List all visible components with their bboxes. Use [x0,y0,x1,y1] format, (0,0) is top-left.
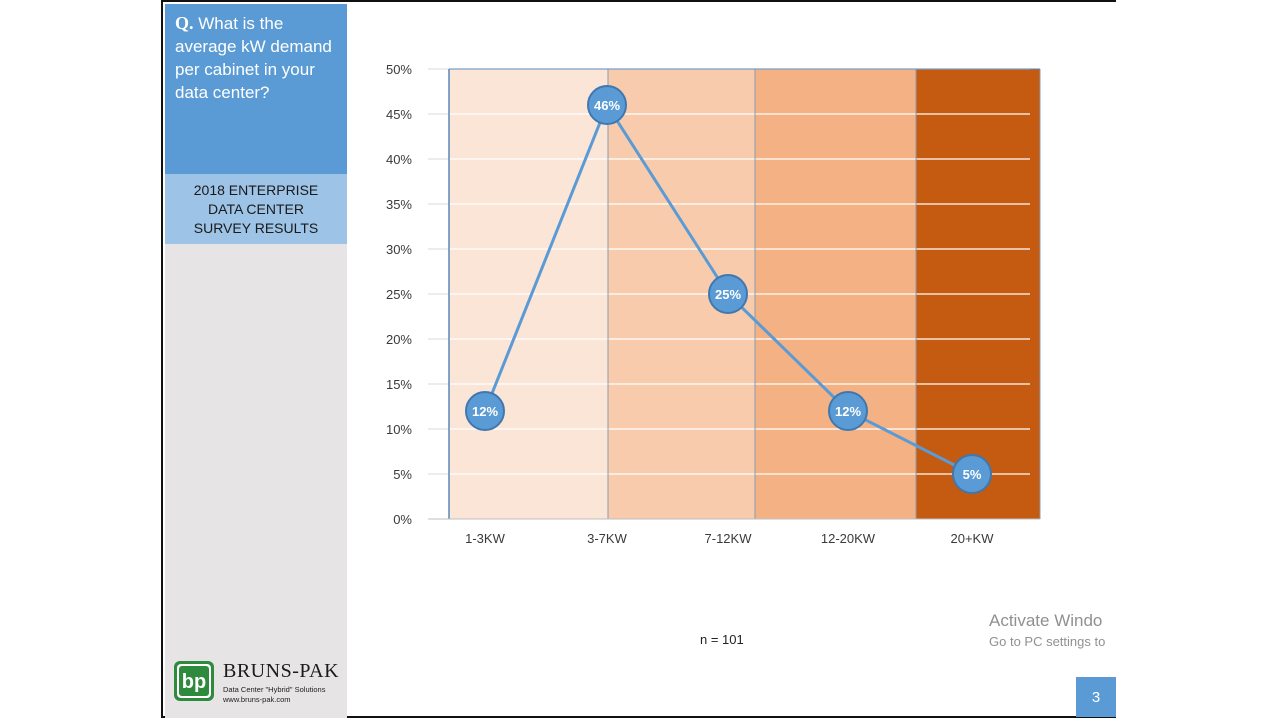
kw-demand-chart: 0% 5% 10% 15% 20% 25% 30% 35% 40% 45% 50% 1-3KW 3-7K… [370,50,1070,560]
y-tick-label: 15% [386,377,412,392]
x-tick-label: 3-7KW [587,531,627,546]
x-tick-label: 7-12KW [705,531,753,546]
data-label: 25% [715,287,741,302]
logo-tagline: Data Center "Hybrid" Solutions [223,685,326,694]
x-tick-label: 12-20KW [821,531,876,546]
question-body: What is the average kW demand per cabine… [175,14,332,102]
page-number: 3 [1076,677,1116,717]
data-point [828,391,868,431]
data-label: 46% [594,98,620,113]
data-point [952,454,992,494]
logo-name: BRUNS-PAK [223,660,340,682]
bp-logo-icon: bp [174,661,214,701]
y-tick-label: 20% [386,332,412,347]
y-tick-label: 10% [386,422,412,437]
y-tick-label: 50% [386,62,412,77]
chart-svg: 0% 5% 10% 15% 20% 25% 30% 35% 40% 45% 50% 1-3KW 3-7K… [386,62,1041,546]
sample-size-label: n = 101 [700,632,744,647]
question-prefix: Q. [175,13,194,33]
y-tick-label: 0% [393,512,412,527]
logo-initials: bp [182,671,206,693]
data-label: 12% [472,404,498,419]
sidebar: Q. What is the average kW demand per cab… [165,4,347,718]
y-tick-label: 35% [386,197,412,212]
y-tick-label: 5% [393,467,412,482]
y-tick-label: 40% [386,152,412,167]
activate-windows-subtitle: Go to PC settings to [989,634,1106,649]
logo-url: www.bruns-pak.com [223,695,291,704]
data-point [587,85,627,125]
y-tick-label: 30% [386,242,412,257]
data-label: 5% [963,467,982,482]
y-tick-label: 25% [386,287,412,302]
question-box: Q. What is the average kW demand per cab… [165,4,347,174]
question-text: Q. What is the average kW demand per cab… [175,12,343,104]
x-tick-label: 1-3KW [465,531,505,546]
y-tick-label: 45% [386,107,412,122]
data-label: 12% [835,404,861,419]
survey-label-box: 2018 ENTERPRISE DATA CENTER SURVEY RESUL… [165,174,347,244]
bruns-pak-logo: bp BRUNS-PAK Data Center "Hybrid" Soluti… [173,660,343,710]
activate-windows-title: Activate Windo [989,611,1103,630]
x-tick-label: 20+KW [951,531,995,546]
survey-label: 2018 ENTERPRISE DATA CENTER SURVEY RESUL… [193,181,319,236]
data-point [708,274,748,314]
data-point [465,391,505,431]
